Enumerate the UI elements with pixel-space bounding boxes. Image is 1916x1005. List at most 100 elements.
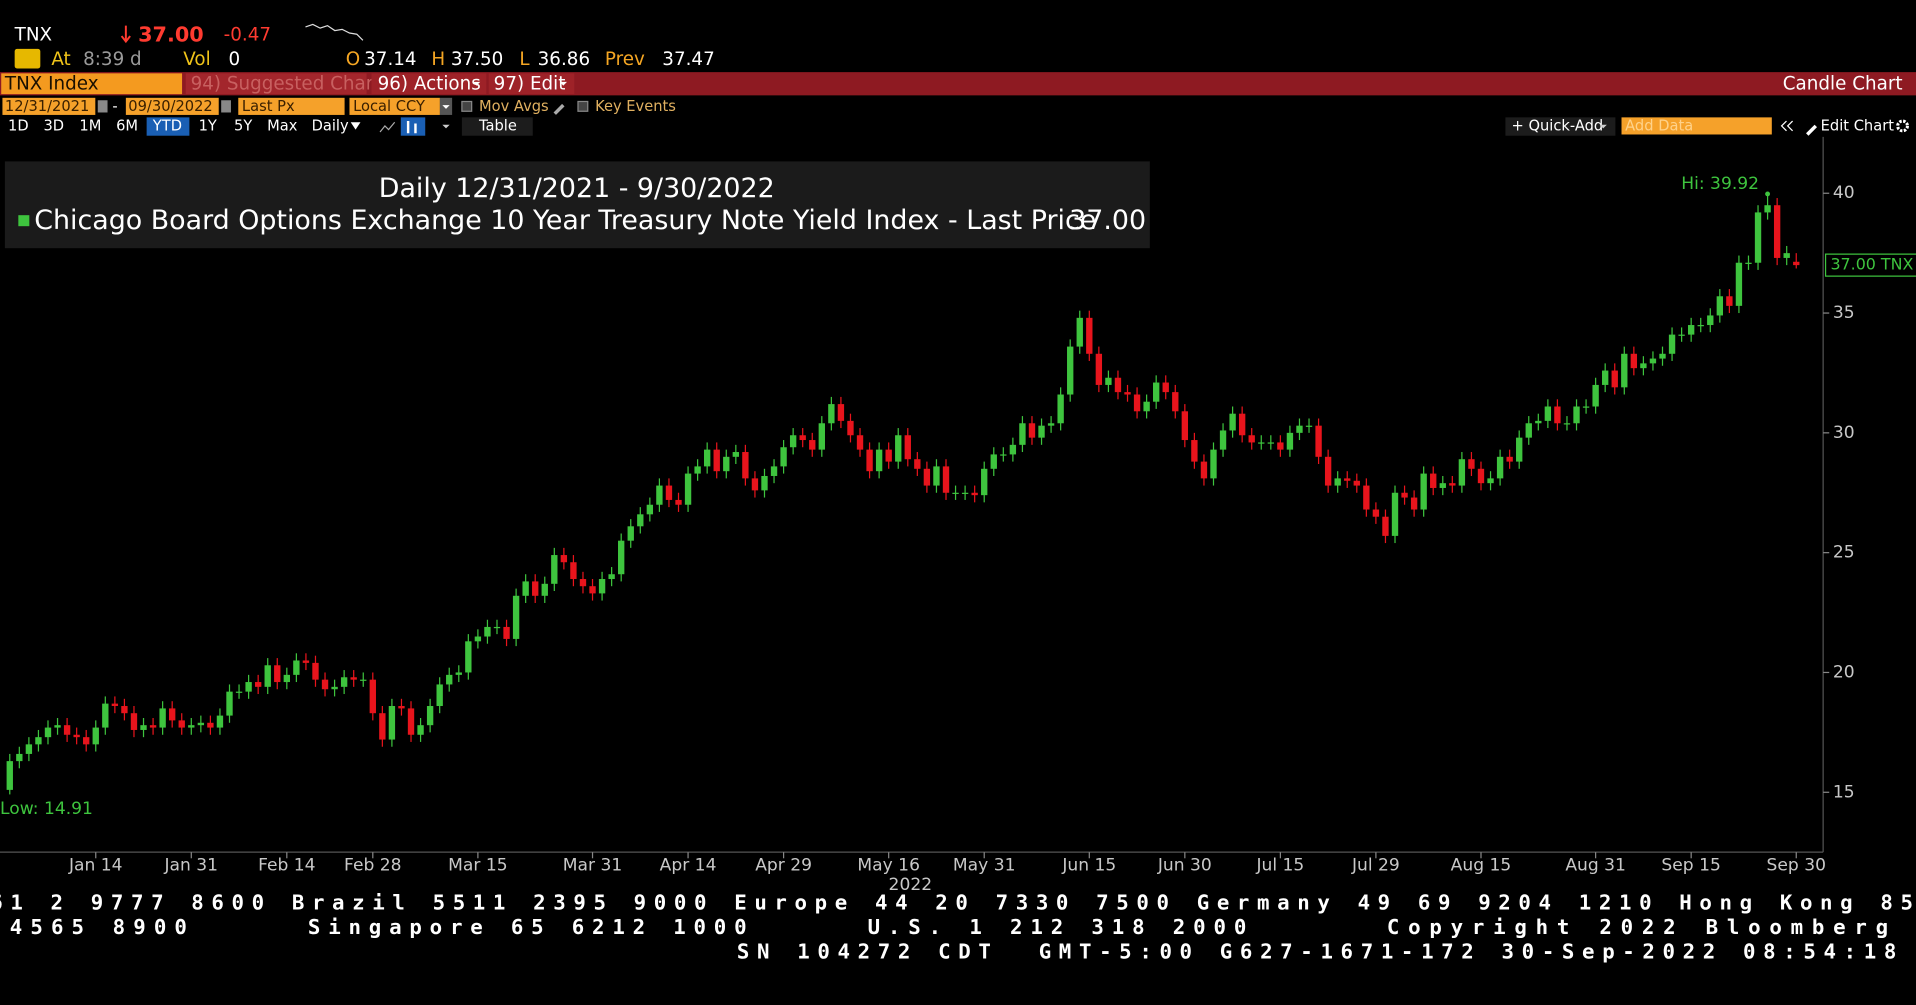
suggested-button[interactable] [185, 73, 367, 95]
add-data-field[interactable] [1621, 117, 1772, 135]
start-date[interactable]: 12/31/2021 [5, 98, 89, 115]
candle-body [1621, 353, 1628, 388]
x-tick-label: Apr 14 [660, 856, 717, 876]
range-button[interactable]: Max [267, 118, 298, 135]
candle-body [1219, 430, 1227, 450]
mov-avgs[interactable]: Mov Avgs [479, 98, 549, 115]
actions[interactable]: 96) Actions [378, 73, 481, 94]
high: 37.50 [451, 49, 503, 70]
candle-body [388, 706, 396, 740]
field[interactable]: Last Px [242, 98, 295, 115]
candle-body [1640, 363, 1647, 369]
candle-body [1267, 442, 1274, 444]
end-date[interactable]: 09/30/2022 [128, 98, 212, 115]
chart-kind: Candle Chart [1783, 73, 1903, 94]
gear-icon[interactable] [1896, 119, 1909, 133]
candle-icon[interactable] [400, 117, 426, 136]
quick-add-button[interactable] [1505, 117, 1616, 136]
currency[interactable]: Local CCY [353, 98, 425, 115]
x-tick-label: May 31 [953, 856, 1016, 876]
candle-body [904, 435, 911, 460]
candle-body [579, 579, 587, 587]
legend-swatch [18, 215, 30, 227]
range-button[interactable]: 3D [43, 118, 64, 135]
candle-body [1554, 406, 1561, 424]
candle-body [828, 404, 835, 424]
range-button[interactable]: 1D [8, 118, 29, 135]
calendar-icon[interactable] [97, 100, 108, 113]
table-button[interactable] [461, 117, 533, 136]
range-button[interactable]: 1M [79, 118, 101, 135]
candle-body [570, 562, 577, 580]
candle-body [1544, 406, 1552, 421]
candle-body [1258, 442, 1265, 444]
candle-body [618, 540, 625, 575]
currency-select[interactable] [349, 97, 440, 115]
start-date-field[interactable] [2, 97, 96, 115]
dropdown-caret [472, 81, 481, 86]
calendar-icon[interactable] [221, 100, 231, 113]
pencil-icon[interactable] [1806, 124, 1818, 136]
pencil-icon[interactable] [553, 103, 565, 115]
candle-body [83, 737, 90, 745]
key-events[interactable]: Key Events [595, 98, 676, 115]
candle-body [235, 691, 243, 693]
line-chart-icon[interactable] [379, 121, 396, 133]
candle-body [1353, 480, 1360, 486]
range-button[interactable]: 6M [116, 118, 138, 135]
candle-body [971, 492, 978, 496]
date-dash: - [112, 98, 117, 115]
candle-body [25, 744, 33, 754]
security-field[interactable] [1, 73, 183, 95]
y-tick-label: 30 [1833, 423, 1855, 443]
x-tick-label: Jan 14 [68, 856, 123, 876]
add-data[interactable]: Add Data [1625, 118, 1693, 135]
period[interactable]: Daily [312, 118, 349, 135]
candle-body [1009, 444, 1017, 455]
suggested-charts[interactable]: 94) Suggested Charts [191, 73, 390, 94]
edit[interactable]: 97) Edit [494, 73, 566, 94]
candle-body [1382, 516, 1389, 536]
x-tick-label: Mar 15 [448, 856, 507, 876]
candle-body [121, 706, 128, 714]
footer-segment: 4565 8900 [10, 915, 187, 939]
candle-body [522, 581, 529, 596]
edit-chart[interactable]: Edit Chart [1821, 118, 1895, 135]
dropdown-caret [350, 122, 361, 130]
candle-body [981, 468, 988, 496]
sparkline [305, 23, 364, 41]
security[interactable]: TNX Index [4, 73, 99, 94]
candle-body [1086, 317, 1093, 354]
actions-button[interactable] [371, 73, 487, 95]
table[interactable]: Table [478, 118, 517, 135]
quick-add[interactable]: + Quick-Add [1512, 118, 1604, 135]
end-date-field[interactable] [125, 97, 219, 115]
range-button[interactable]: 1Y [199, 118, 217, 135]
candle-body [1726, 296, 1733, 306]
candle-body [474, 636, 482, 642]
x-tick-label: Feb 14 [258, 856, 315, 876]
candle-body [608, 574, 615, 580]
field-select[interactable] [238, 97, 345, 115]
hi-label: Hi: 39.92 [1681, 174, 1759, 194]
candle-body [1477, 468, 1485, 484]
candle-body [407, 708, 415, 735]
candle-body [16, 753, 23, 762]
candle-body [465, 641, 472, 673]
candle-body [703, 449, 711, 467]
candle-body [1038, 425, 1045, 438]
range-button[interactable]: 5Y [234, 118, 252, 135]
edit-button[interactable] [488, 73, 575, 95]
range-button[interactable]: YTD [152, 118, 182, 135]
candle-body [1401, 492, 1408, 498]
candle-body [436, 684, 443, 707]
checkbox[interactable] [461, 100, 473, 112]
time: 8:39 d [83, 49, 142, 70]
candle-body [1525, 423, 1532, 438]
candle-body [780, 447, 787, 467]
candle-body [1124, 392, 1131, 395]
collapse-icon[interactable] [1780, 120, 1794, 132]
candle-body [130, 713, 138, 730]
checkbox[interactable] [577, 100, 589, 112]
